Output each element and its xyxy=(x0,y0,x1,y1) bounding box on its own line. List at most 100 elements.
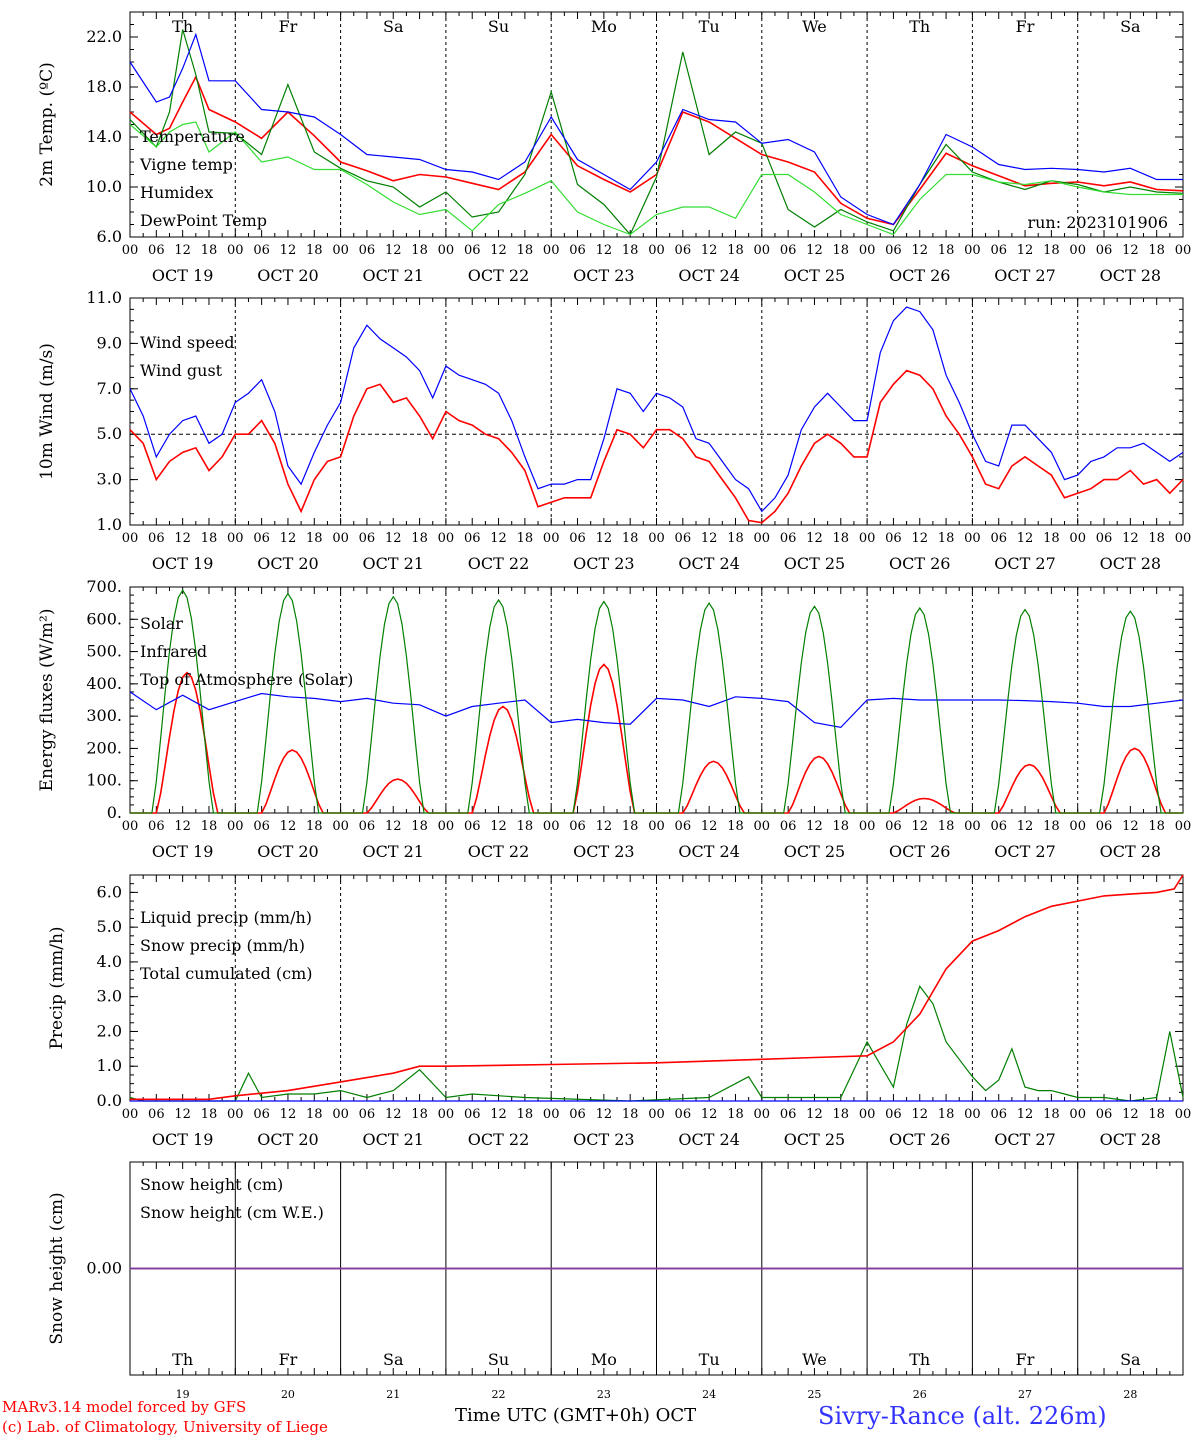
hour-label: 18 xyxy=(201,531,218,546)
day-name: Fr xyxy=(1016,17,1035,36)
hour-label: 18 xyxy=(411,819,428,834)
date-label: OCT 28 xyxy=(1100,1130,1161,1149)
hour-label: 18 xyxy=(306,1107,323,1122)
day-number: 19 xyxy=(176,1388,190,1401)
hour-label: 12 xyxy=(1017,531,1034,546)
hour-label: 06 xyxy=(359,1107,376,1122)
y-tick-label: 22.0 xyxy=(86,27,122,46)
hour-label: 06 xyxy=(148,531,165,546)
hour-label: 06 xyxy=(359,531,376,546)
hour-label: 12 xyxy=(280,243,297,258)
y-tick-label: 5.0 xyxy=(97,917,122,936)
hour-label: 06 xyxy=(780,1107,797,1122)
date-label: OCT 25 xyxy=(784,1130,845,1149)
day-name: Th xyxy=(172,1350,193,1369)
hour-label: 00 xyxy=(438,819,455,834)
legend-entry: Temperature xyxy=(140,127,245,146)
legend-entry: Snow precip (mm/h) xyxy=(140,936,305,955)
series-line-temperature xyxy=(129,75,1184,226)
hour-label: 12 xyxy=(911,1107,928,1122)
day-name: Tu xyxy=(699,1350,720,1369)
day-name: Sa xyxy=(1120,17,1141,36)
y-tick-label: 200. xyxy=(86,738,122,757)
date-label: OCT 23 xyxy=(573,1130,634,1149)
y-tick-label: 3.0 xyxy=(97,987,122,1006)
legend-entry: Total cumulated (cm) xyxy=(140,964,312,983)
hour-label: 18 xyxy=(1043,819,1060,834)
hour-label: 12 xyxy=(490,1107,507,1122)
hour-label: 06 xyxy=(780,243,797,258)
hour-label: 18 xyxy=(727,819,744,834)
hour-label: 12 xyxy=(490,243,507,258)
hour-label: 18 xyxy=(411,1107,428,1122)
hour-label: 00 xyxy=(122,243,139,258)
hour-label: 12 xyxy=(1122,819,1139,834)
hour-label: 06 xyxy=(464,1107,481,1122)
hour-label: 06 xyxy=(359,819,376,834)
legend-entry: Snow height (cm W.E.) xyxy=(140,1203,324,1222)
date-label: OCT 23 xyxy=(573,554,634,573)
day-number: 20 xyxy=(281,1388,295,1401)
hour-label: 00 xyxy=(227,531,244,546)
day-name: Th xyxy=(172,17,193,36)
day-name: We xyxy=(802,17,827,36)
panel-2 xyxy=(129,297,1184,526)
y-tick-label: 14.0 xyxy=(86,127,122,146)
hour-label: 06 xyxy=(990,531,1007,546)
legend-entry: Wind speed xyxy=(140,333,235,352)
date-label: OCT 21 xyxy=(363,266,424,285)
hour-label: 00 xyxy=(964,243,981,258)
date-label: OCT 26 xyxy=(889,1130,950,1149)
hour-label: 06 xyxy=(464,819,481,834)
hour-label: 12 xyxy=(174,243,191,258)
hour-label: 18 xyxy=(1043,243,1060,258)
day-name: We xyxy=(802,1350,827,1369)
hour-label: 00 xyxy=(1175,819,1192,834)
hour-label: 00 xyxy=(648,819,665,834)
date-label: OCT 25 xyxy=(784,554,845,573)
y-axis-title: Energy fluxes (W/m²) xyxy=(37,609,57,792)
date-label: OCT 26 xyxy=(889,266,950,285)
day-name: Sa xyxy=(1120,1350,1141,1369)
hour-label: 18 xyxy=(517,531,534,546)
y-axis-title: Snow height (cm) xyxy=(47,1192,67,1344)
hour-label: 18 xyxy=(727,243,744,258)
hour-label: 12 xyxy=(385,243,402,258)
hour-label: 18 xyxy=(201,243,218,258)
day-number: 25 xyxy=(807,1388,821,1401)
day-name: Fr xyxy=(279,17,298,36)
hour-label: 12 xyxy=(280,1107,297,1122)
date-label: OCT 22 xyxy=(468,842,529,861)
hour-label: 06 xyxy=(885,819,902,834)
date-label: OCT 19 xyxy=(152,554,213,573)
hour-label: 06 xyxy=(569,819,586,834)
date-label: OCT 25 xyxy=(784,842,845,861)
date-label: OCT 22 xyxy=(468,266,529,285)
hour-label: 06 xyxy=(148,243,165,258)
run-label: run: 2023101906 xyxy=(1027,213,1168,232)
hour-label: 18 xyxy=(727,531,744,546)
hour-label: 12 xyxy=(490,531,507,546)
hour-label: 12 xyxy=(806,531,823,546)
hour-label: 12 xyxy=(701,243,718,258)
hour-label: 12 xyxy=(174,819,191,834)
series-line-liquid-precip-mm-h- xyxy=(129,985,1184,1102)
hour-label: 18 xyxy=(938,243,955,258)
series-line-total-cumulated-cm- xyxy=(130,874,1184,1101)
date-label: OCT 19 xyxy=(152,842,213,861)
hour-label: 18 xyxy=(306,819,323,834)
date-label: OCT 24 xyxy=(678,266,739,285)
legend-entry: Liquid precip (mm/h) xyxy=(140,908,312,927)
series-line-humidex xyxy=(129,32,1183,226)
day-number: 27 xyxy=(1018,1388,1032,1401)
y-tick-label: 600. xyxy=(86,609,122,628)
hour-label: 18 xyxy=(833,1107,850,1122)
hour-label: 06 xyxy=(1096,531,1113,546)
day-name: Mo xyxy=(591,1350,617,1369)
date-label: OCT 27 xyxy=(994,1130,1055,1149)
hour-label: 18 xyxy=(727,1107,744,1122)
y-tick-label: 7.0 xyxy=(97,379,122,398)
date-label: OCT 21 xyxy=(363,842,424,861)
y-axis-title: Precip (mm/h) xyxy=(47,926,67,1049)
hour-label: 18 xyxy=(306,531,323,546)
